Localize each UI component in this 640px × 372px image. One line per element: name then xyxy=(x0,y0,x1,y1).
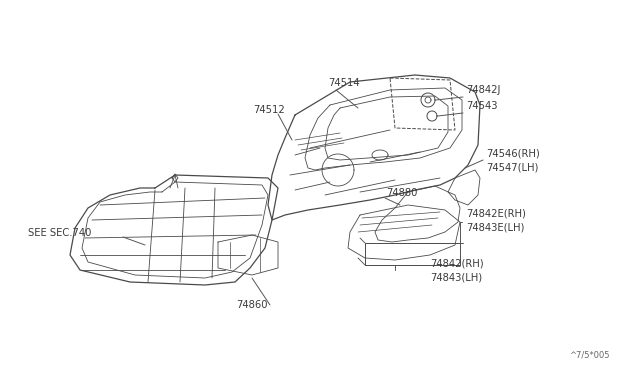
Text: 74843E(LH): 74843E(LH) xyxy=(466,222,524,232)
Text: 74547(LH): 74547(LH) xyxy=(486,162,538,172)
Text: SEE SEC.740: SEE SEC.740 xyxy=(28,228,92,238)
Text: ^7/5*005: ^7/5*005 xyxy=(570,351,610,360)
Text: 74546(RH): 74546(RH) xyxy=(486,148,540,158)
Text: 74880: 74880 xyxy=(386,188,417,198)
Text: 74842E(RH): 74842E(RH) xyxy=(466,208,526,218)
Text: 74543: 74543 xyxy=(466,101,497,111)
Text: 74842(RH): 74842(RH) xyxy=(430,258,484,268)
Text: 74512: 74512 xyxy=(253,105,285,115)
Text: 74514: 74514 xyxy=(328,78,360,88)
Text: 74843(LH): 74843(LH) xyxy=(430,272,482,282)
Text: 74860: 74860 xyxy=(236,300,268,310)
Text: 74842J: 74842J xyxy=(466,85,500,95)
